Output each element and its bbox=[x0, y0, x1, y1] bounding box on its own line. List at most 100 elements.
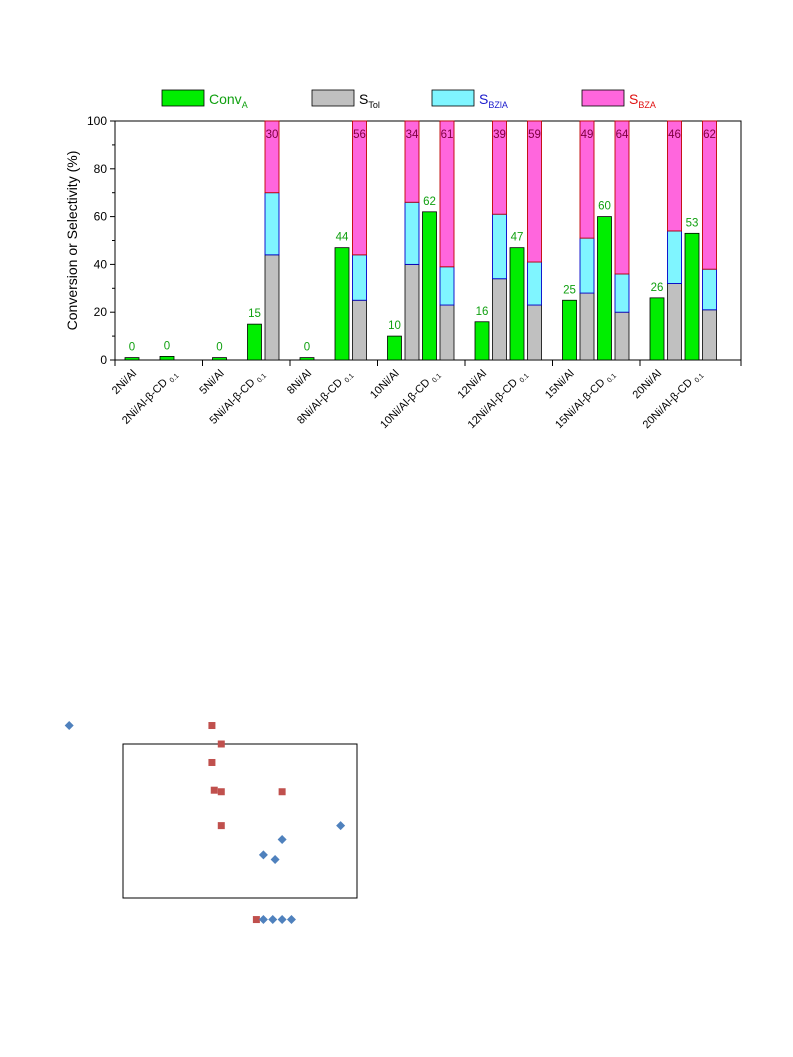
benzyl-alcohol-selectivity-bar bbox=[579, 120, 595, 239]
benzyl-alcohol-value-label: 62 bbox=[703, 129, 716, 141]
x-category-label-text: 2Ni/Al bbox=[110, 368, 139, 397]
conversion-bar bbox=[562, 299, 577, 361]
scatter-diamond-point bbox=[277, 915, 287, 925]
legend-label: SBZlA bbox=[479, 91, 508, 110]
y-tick-label: 40 bbox=[94, 257, 108, 271]
toluene-selectivity-bar bbox=[439, 304, 455, 361]
benzaldehyde-selectivity-bar bbox=[439, 266, 455, 306]
conversion-bar bbox=[422, 211, 437, 361]
y-tick-label: 0 bbox=[100, 353, 107, 367]
legend-label-subscript: A bbox=[242, 100, 248, 110]
scatter-diamond-point bbox=[268, 915, 278, 925]
x-category-label-text: 10Ni/Al bbox=[368, 368, 402, 402]
legend-swatch bbox=[161, 89, 205, 107]
x-category-label-text: 20Ni/Al bbox=[631, 368, 665, 402]
x-category-label: 2Ni/Al bbox=[110, 368, 139, 397]
benzyl-alcohol-value-label: 39 bbox=[493, 129, 506, 141]
scatter-series bbox=[64, 721, 346, 925]
conversion-bar bbox=[299, 357, 315, 361]
benzyl-alcohol-selectivity-bar bbox=[352, 120, 367, 256]
y-tick-label: 60 bbox=[94, 210, 108, 224]
toluene-selectivity-bar bbox=[527, 304, 542, 361]
x-category-label: 12Ni/Al bbox=[456, 368, 490, 402]
conversion-value-label: 26 bbox=[651, 282, 664, 294]
toluene-selectivity-bar bbox=[264, 254, 280, 361]
y-axis: 0 20 40 60 80 100 bbox=[87, 114, 115, 367]
conversion-value-label: 60 bbox=[598, 201, 611, 213]
benzyl-alcohol-selectivity-bar bbox=[527, 120, 542, 263]
toluene-selectivity-bar bbox=[614, 311, 630, 361]
x-category-label-text: 15Ni/Al bbox=[543, 368, 577, 402]
conversion-value-label: 47 bbox=[511, 232, 524, 244]
conversion-bar bbox=[597, 216, 612, 361]
toluene-selectivity-bar bbox=[579, 292, 595, 361]
benzyl-alcohol-value-label: 64 bbox=[616, 129, 629, 141]
benzyl-alcohol-selectivity-bar bbox=[614, 120, 630, 275]
legend-swatch bbox=[431, 89, 475, 107]
y-axis-title: Conversion or Selectivity (%) bbox=[64, 151, 80, 331]
x-category-label-text: 5Ni/Al bbox=[197, 368, 226, 397]
scatter-diamond-point bbox=[270, 855, 280, 864]
x-category-label-subscript: 0.1 bbox=[519, 373, 531, 385]
y-tick-label: 80 bbox=[94, 162, 108, 176]
benzyl-alcohol-value-label: 61 bbox=[441, 129, 454, 141]
benzaldehyde-selectivity-bar bbox=[527, 261, 542, 306]
legend-label: ConvA bbox=[209, 91, 248, 110]
scatter-square-point bbox=[210, 786, 218, 794]
chart-legend: ConvA STol SBZlA SBZA bbox=[161, 89, 656, 110]
conversion-bar bbox=[159, 356, 175, 361]
legend-swatch bbox=[581, 89, 625, 107]
benzaldehyde-selectivity-bar bbox=[492, 213, 507, 280]
legend-label: SBZA bbox=[629, 91, 656, 110]
scatter-square-point bbox=[252, 916, 260, 924]
x-category-label-subscript: 0.1 bbox=[431, 373, 443, 385]
x-category-label-subscript: 0.1 bbox=[606, 373, 618, 385]
scatter-chart bbox=[64, 721, 358, 925]
x-category-label-subscript: 0.1 bbox=[256, 373, 268, 385]
toluene-selectivity-bar bbox=[492, 278, 507, 361]
conversion-value-label: 10 bbox=[388, 320, 401, 332]
x-category-label-text: 12Ni/Al bbox=[456, 368, 490, 402]
conversion-value-label: 15 bbox=[248, 308, 261, 320]
x-category-label-subscript: 0.1 bbox=[344, 373, 356, 385]
legend-label-subscript: BZA bbox=[638, 100, 656, 110]
scatter-diamond-point bbox=[64, 721, 74, 731]
toluene-selectivity-bar bbox=[352, 299, 367, 361]
conversion-bar bbox=[212, 357, 227, 361]
scatter-diamond-point bbox=[286, 915, 296, 925]
scatter-square-point bbox=[278, 788, 286, 796]
benzyl-alcohol-selectivity-bar bbox=[264, 120, 280, 194]
scatter-plot-frame bbox=[122, 743, 358, 899]
conversion-value-label: 53 bbox=[686, 217, 699, 229]
x-category-label: 5Ni/Al bbox=[197, 368, 226, 397]
benzyl-alcohol-value-label: 56 bbox=[353, 129, 366, 141]
scatter-diamond-point bbox=[277, 834, 287, 844]
x-category-label: 10Ni/Al bbox=[368, 368, 402, 402]
scatter-square-point bbox=[208, 722, 216, 730]
toluene-selectivity-bar bbox=[667, 283, 682, 361]
conversion-value-label: 0 bbox=[129, 342, 135, 354]
legend-label-text: Conv bbox=[209, 91, 242, 107]
legend-label-text: S bbox=[629, 91, 638, 107]
scatter-square-point bbox=[217, 822, 225, 830]
legend-label-subscript: Tol bbox=[368, 100, 380, 110]
conversion-value-label: 44 bbox=[336, 232, 349, 244]
scatter-square-point bbox=[208, 758, 216, 766]
benzaldehyde-selectivity-bar bbox=[702, 268, 717, 311]
benzaldehyde-selectivity-bar bbox=[579, 237, 595, 294]
benzyl-alcohol-value-label: 49 bbox=[581, 129, 594, 141]
conversion-bar bbox=[649, 297, 665, 361]
benzyl-alcohol-selectivity-bar bbox=[492, 120, 507, 215]
conversion-bar bbox=[247, 323, 262, 361]
legend-label-text: S bbox=[359, 91, 368, 107]
benzyl-alcohol-value-label: 30 bbox=[266, 129, 279, 141]
conversion-bar bbox=[474, 321, 490, 361]
benzaldehyde-selectivity-bar bbox=[614, 273, 630, 313]
benzaldehyde-selectivity-bar bbox=[667, 230, 682, 284]
conversion-value-label: 62 bbox=[423, 196, 436, 208]
benzaldehyde-selectivity-bar bbox=[352, 254, 367, 301]
scatter-diamond-point bbox=[258, 915, 268, 925]
conversion-value-label: 0 bbox=[304, 342, 310, 354]
conversion-bar bbox=[684, 232, 700, 361]
